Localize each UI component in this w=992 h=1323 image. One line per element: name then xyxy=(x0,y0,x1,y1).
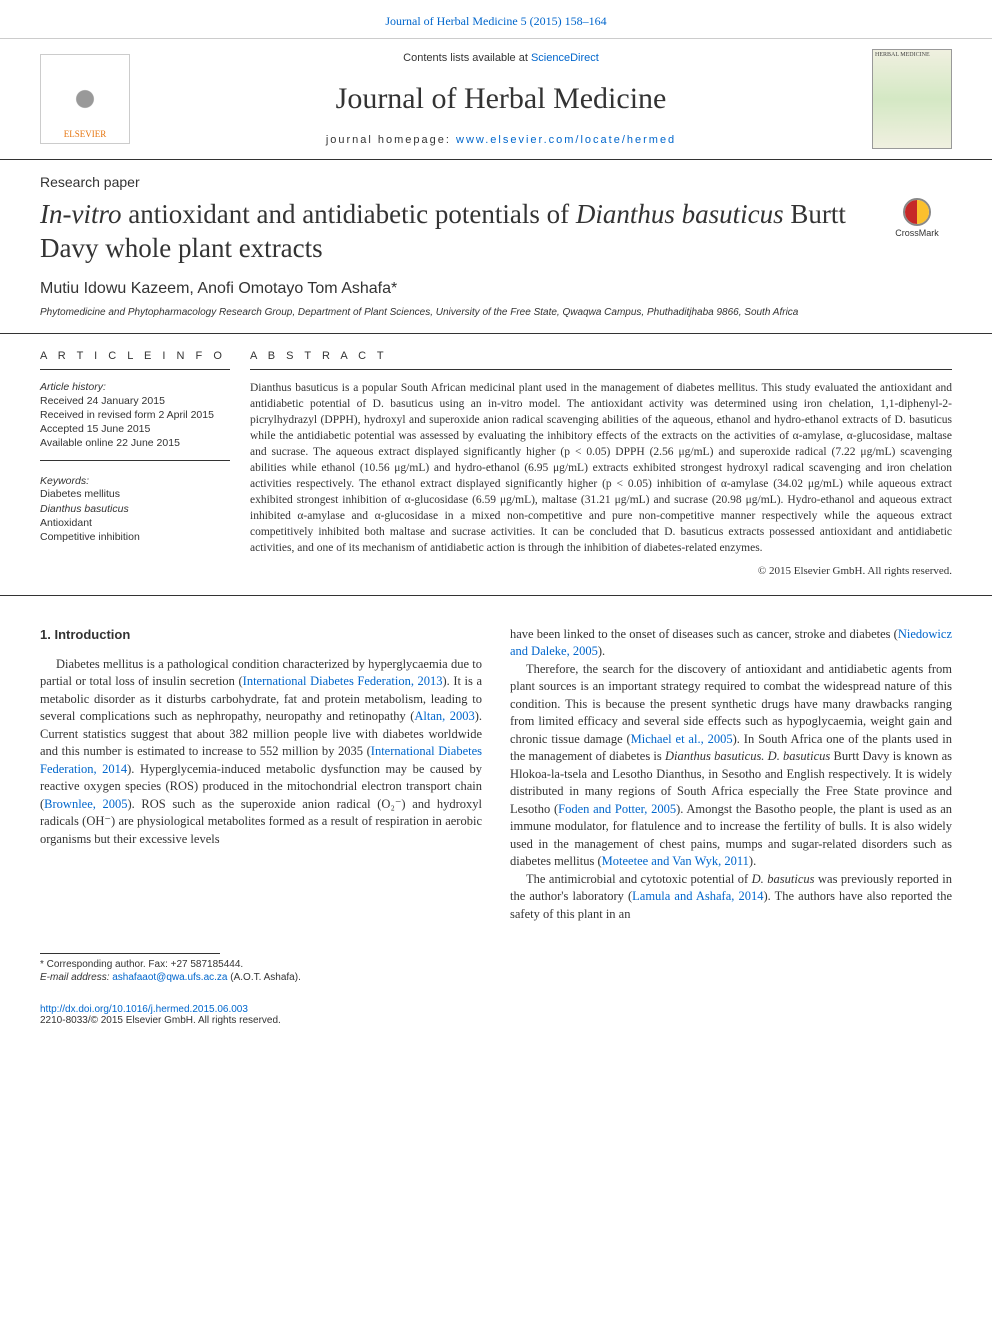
keywords-label: Keywords: xyxy=(40,475,230,487)
abstract-heading: A B S T R A C T xyxy=(250,350,952,370)
authors: Mutiu Idowu Kazeem, Anofi Omotayo Tom As… xyxy=(0,276,992,306)
text-italic: Dianthus basuticus. D. basuticus xyxy=(665,749,830,763)
crossmark-label: CrossMark xyxy=(895,228,939,238)
body-columns: 1. Introduction Diabetes mellitus is a p… xyxy=(0,596,992,934)
email-label: E-mail address: xyxy=(40,972,112,983)
text-run: ). xyxy=(749,854,756,868)
homepage-link[interactable]: www.elsevier.com/locate/hermed xyxy=(456,134,676,146)
history-received: Received 24 January 2015 xyxy=(40,394,230,408)
homepage-label: journal homepage: xyxy=(326,134,456,146)
contents-text: Contents lists available at xyxy=(403,52,531,64)
issn-copyright: 2210-8033/© 2015 Elsevier GmbH. All righ… xyxy=(40,1015,281,1026)
citation-link[interactable]: Michael et al., 2005 xyxy=(631,732,733,746)
elsevier-logo: ELSEVIER xyxy=(40,54,130,144)
history-accepted: Accepted 15 June 2015 xyxy=(40,422,230,436)
keyword: Dianthus basuticus xyxy=(40,502,230,516)
corresponding-author: * Corresponding author. Fax: +27 5871854… xyxy=(40,958,952,971)
article-type: Research paper xyxy=(0,160,992,196)
journal-cover-thumbnail: HERBAL MEDICINE xyxy=(872,49,952,149)
keyword: Diabetes mellitus xyxy=(40,487,230,501)
email-line: E-mail address: ashafaaot@qwa.ufs.ac.za … xyxy=(40,971,952,984)
citation-link[interactable]: Moteetee and Van Wyk, 2011 xyxy=(602,854,749,868)
column-right: have been linked to the onset of disease… xyxy=(510,626,952,924)
title-italic-1: In-vitro xyxy=(40,199,121,229)
journal-name: Journal of Herbal Medicine xyxy=(130,82,872,116)
article-history: Article history: Received 24 January 201… xyxy=(40,380,230,462)
citation-link[interactable]: Lamula and Ashafa, 2014 xyxy=(632,889,763,903)
citation-link[interactable]: International Diabetes Federation, 2013 xyxy=(243,674,443,688)
keyword: Competitive inhibition xyxy=(40,530,230,544)
elsevier-tree-icon xyxy=(55,69,115,129)
abstract: A B S T R A C T Dianthus basuticus is a … xyxy=(250,350,952,577)
history-online: Available online 22 June 2015 xyxy=(40,436,230,450)
title-italic-2: Dianthus basuticus xyxy=(576,199,784,229)
info-abstract-row: A R T I C L E I N F O Article history: R… xyxy=(0,334,992,596)
text-italic: D. basuticus xyxy=(752,872,815,886)
text-run: have been linked to the onset of disease… xyxy=(510,627,898,641)
keywords-list: Diabetes mellitus Dianthus basuticus Ant… xyxy=(40,487,230,544)
header-citation-link[interactable]: Journal of Herbal Medicine 5 (2015) 158–… xyxy=(385,14,606,28)
section-heading: 1. Introduction xyxy=(40,626,482,644)
abstract-copyright: © 2015 Elsevier GmbH. All rights reserve… xyxy=(250,565,952,577)
journal-homepage-line: journal homepage: www.elsevier.com/locat… xyxy=(130,134,872,146)
body-paragraph: Therefore, the search for the discovery … xyxy=(510,661,952,871)
crossmark-icon xyxy=(903,198,931,226)
email-who: (A.O.T. Ashafa). xyxy=(227,972,300,983)
article-info-heading: A R T I C L E I N F O xyxy=(40,350,230,370)
text-run: The antimicrobial and cytotoxic potentia… xyxy=(526,872,752,886)
column-left: 1. Introduction Diabetes mellitus is a p… xyxy=(40,626,482,924)
publisher-center: Contents lists available at ScienceDirec… xyxy=(130,52,872,146)
body-paragraph: Diabetes mellitus is a pathological cond… xyxy=(40,656,482,849)
body-paragraph: The antimicrobial and cytotoxic potentia… xyxy=(510,871,952,924)
sciencedirect-link[interactable]: ScienceDirect xyxy=(531,52,599,64)
footnotes: * Corresponding author. Fax: +27 5871854… xyxy=(0,954,992,998)
citation-link[interactable]: Foden and Potter, 2005 xyxy=(558,802,676,816)
affiliation: Phytomedicine and Phytopharmacology Rese… xyxy=(0,306,992,334)
contents-line: Contents lists available at ScienceDirec… xyxy=(130,52,872,64)
title-part-2: antioxidant and antidiabetic potentials … xyxy=(121,199,575,229)
page-header: Journal of Herbal Medicine 5 (2015) 158–… xyxy=(0,0,992,39)
keyword: Antioxidant xyxy=(40,516,230,530)
crossmark-badge[interactable]: CrossMark xyxy=(882,198,952,248)
citation-link[interactable]: Altan, 2003 xyxy=(414,709,474,723)
bottom-info: http://dx.doi.org/10.1016/j.hermed.2015.… xyxy=(0,998,992,1046)
elsevier-label: ELSEVIER xyxy=(64,129,107,139)
doi-link[interactable]: http://dx.doi.org/10.1016/j.hermed.2015.… xyxy=(40,1004,248,1015)
title-block: In-vitro antioxidant and antidiabetic po… xyxy=(0,196,992,276)
body-paragraph: have been linked to the onset of disease… xyxy=(510,626,952,661)
email-link[interactable]: ashafaaot@qwa.ufs.ac.za xyxy=(112,972,227,983)
abstract-text: Dianthus basuticus is a popular South Af… xyxy=(250,380,952,557)
history-revised: Received in revised form 2 April 2015 xyxy=(40,408,230,422)
publisher-bar: ELSEVIER Contents lists available at Sci… xyxy=(0,39,992,160)
citation-link[interactable]: Brownlee, 2005 xyxy=(44,797,127,811)
article-title: In-vitro antioxidant and antidiabetic po… xyxy=(40,198,862,266)
history-label: Article history: xyxy=(40,380,230,394)
text-run: ). xyxy=(598,644,605,658)
article-info: A R T I C L E I N F O Article history: R… xyxy=(40,350,250,577)
